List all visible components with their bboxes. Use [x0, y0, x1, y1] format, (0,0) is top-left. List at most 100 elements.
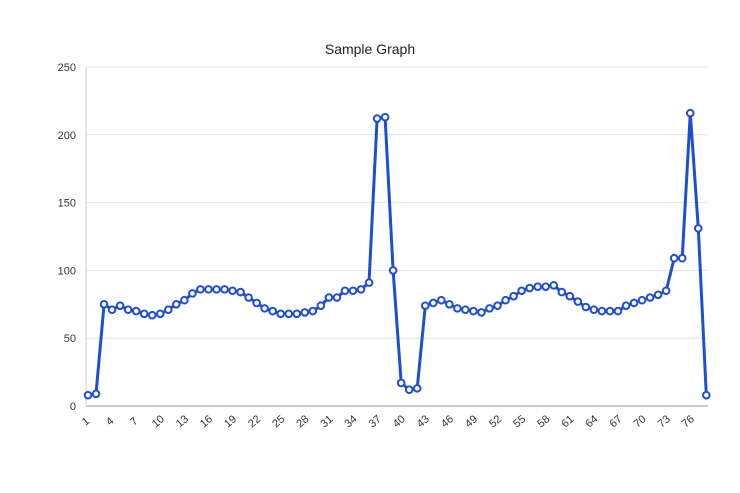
data-point: [702, 390, 711, 400]
data-point: [348, 286, 358, 296]
data-point: [485, 304, 494, 313]
data-point: [284, 309, 294, 319]
data-point: [509, 291, 518, 301]
data-point: [693, 224, 703, 233]
x-tick-label: 58: [535, 413, 552, 430]
series-line: [87, 111, 708, 397]
data-point: [549, 281, 559, 290]
data-point: [653, 290, 663, 300]
data-point: [276, 309, 286, 319]
x-tick-label: 19: [222, 413, 239, 430]
data-point: [597, 306, 607, 316]
data-point: [396, 378, 406, 388]
x-tick-label: 31: [318, 413, 335, 430]
data-point: [541, 282, 551, 291]
data-point: [212, 285, 221, 294]
data-point: [613, 306, 623, 316]
x-tick-label: 61: [559, 413, 576, 430]
data-point: [188, 289, 197, 298]
data-point: [308, 306, 318, 316]
x-tick-label: 43: [415, 413, 432, 430]
data-point: [324, 293, 334, 302]
data-point: [428, 298, 438, 308]
data-point: [461, 305, 470, 315]
data-point: [252, 298, 261, 308]
data-point: [292, 309, 302, 319]
x-tick-label: 13: [174, 413, 191, 430]
x-tick-label: 67: [608, 413, 625, 430]
data-point: [147, 310, 157, 320]
y-tick-label: 250: [58, 62, 76, 74]
data-point: [244, 293, 253, 302]
data-point: [573, 297, 583, 306]
x-tick-label: 76: [680, 413, 697, 430]
data-point: [501, 295, 510, 305]
data-point: [477, 308, 486, 317]
data-point: [621, 301, 631, 310]
data-point: [340, 286, 350, 296]
data-point: [380, 112, 390, 122]
data-point: [437, 295, 446, 305]
data-point: [685, 108, 695, 118]
x-tick-label: 28: [294, 413, 311, 430]
data-point: [581, 302, 591, 312]
data-point: [669, 253, 679, 263]
x-tick-label: 7: [128, 415, 140, 428]
data-point: [332, 293, 342, 302]
data-point: [220, 285, 229, 294]
x-tick-label: 1: [80, 415, 92, 428]
data-point: [180, 295, 189, 305]
data-point: [661, 286, 671, 296]
x-tick-label: 10: [150, 413, 167, 430]
data-point: [445, 300, 454, 309]
x-tick-label: 34: [343, 413, 360, 430]
x-tick-label: 4: [104, 415, 116, 428]
data-point: [388, 266, 398, 275]
data-point: [300, 308, 310, 317]
x-tick-label: 22: [246, 413, 263, 430]
data-point: [268, 306, 277, 316]
data-point: [91, 389, 101, 399]
data-point: [364, 278, 374, 287]
y-tick-label: 150: [58, 198, 76, 210]
x-tick-label: 37: [367, 413, 384, 430]
data-point: [637, 295, 647, 305]
data-point: [517, 286, 526, 296]
data-point: [196, 285, 205, 294]
data-point: [260, 304, 269, 313]
data-point: [557, 287, 567, 297]
x-tick-label: 55: [511, 413, 528, 430]
x-tick-label: 52: [487, 413, 504, 430]
y-tick-label: 100: [58, 265, 76, 277]
data-point: [605, 306, 615, 316]
data-point: [107, 305, 117, 315]
data-point: [565, 291, 575, 301]
data-point: [172, 300, 181, 309]
data-point: [589, 305, 599, 315]
data-point: [525, 283, 534, 293]
y-tick-label: 200: [58, 130, 76, 142]
data-point: [204, 285, 213, 294]
data-point: [123, 305, 133, 315]
data-point: [115, 301, 125, 310]
x-tick-label: 70: [632, 413, 649, 430]
chart-title: Sample Graph: [325, 41, 415, 57]
data-point: [469, 306, 478, 316]
x-tick-label: 73: [656, 413, 673, 430]
data-point: [164, 305, 173, 315]
x-tick-label: 40: [391, 413, 408, 430]
y-tick-label: 50: [64, 333, 76, 345]
data-point: [131, 306, 141, 316]
data-point: [356, 285, 366, 294]
data-point: [236, 287, 245, 297]
data-point: [677, 253, 687, 263]
data-point: [155, 309, 165, 319]
data-point: [139, 309, 149, 319]
x-tick-label: 16: [198, 413, 215, 430]
data-point: [228, 286, 237, 296]
data-point: [404, 385, 414, 395]
x-tick-label: 49: [463, 413, 480, 430]
x-tick-label: 46: [439, 413, 456, 430]
data-point: [83, 390, 93, 400]
